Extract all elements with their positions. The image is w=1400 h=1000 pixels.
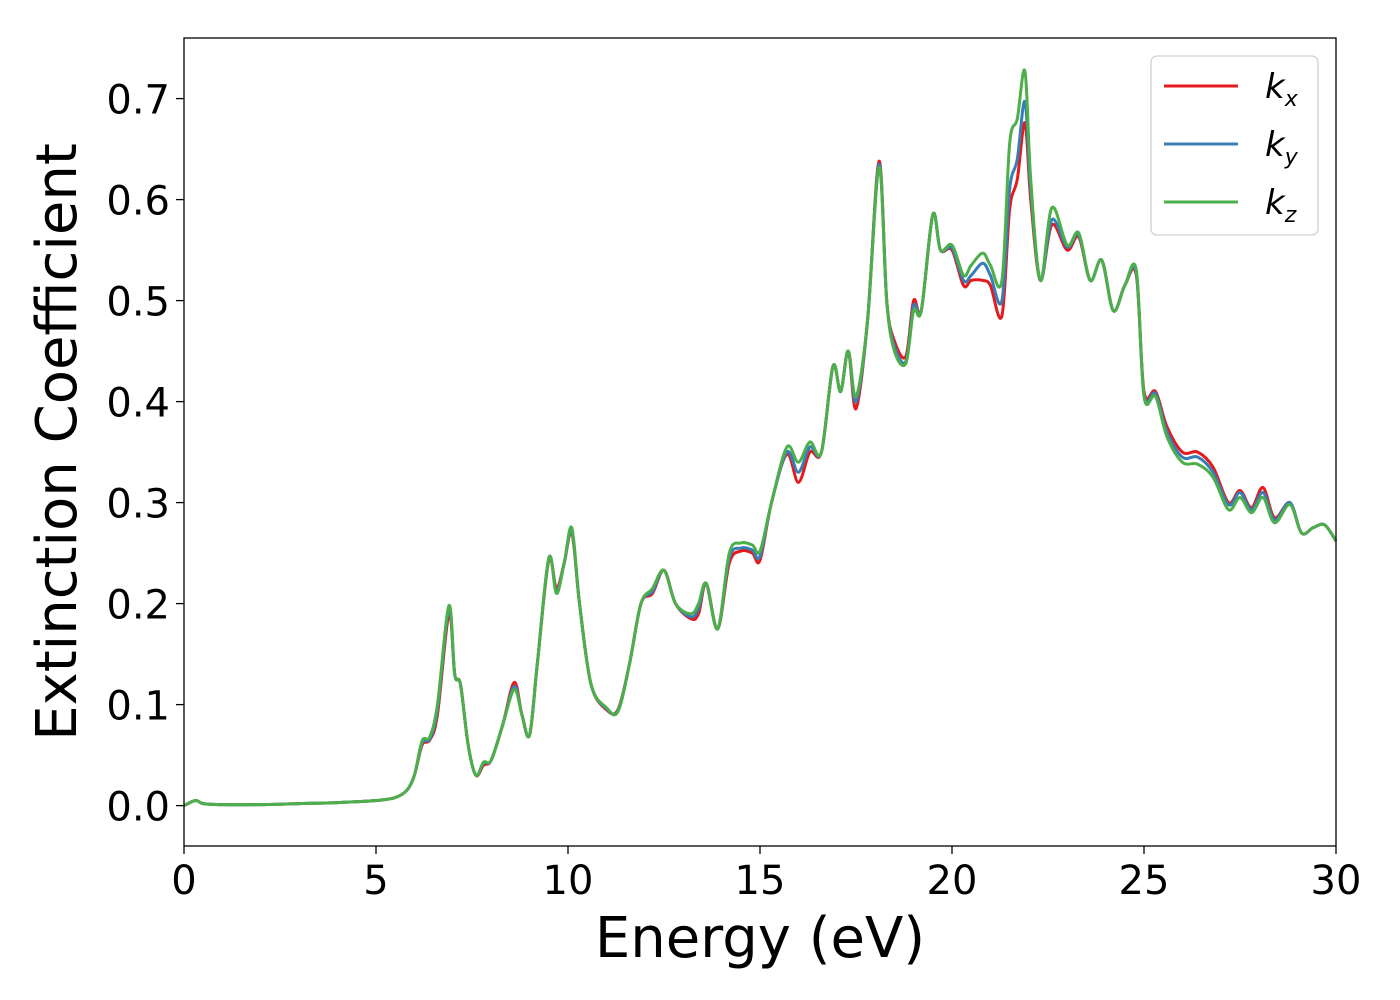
y-tick-label: 0.0 (106, 785, 170, 831)
y-tick-label: 0.2 (106, 583, 170, 629)
x-tick-label: 5 (363, 858, 388, 904)
x-axis-label: Energy (eV) (595, 906, 925, 971)
legend-base-kz: k (1265, 183, 1286, 223)
legend-label-kz: kz (1265, 183, 1297, 228)
y-axis: 0.0 0.1 0.2 0.3 0.4 0.5 0.6 0.7 (106, 78, 184, 831)
legend-label-kx: kx (1265, 67, 1299, 112)
x-tick-label: 30 (1311, 858, 1362, 904)
legend-base-ky: k (1265, 125, 1286, 165)
legend-base-kx: k (1265, 67, 1286, 107)
series-layer (183, 68, 1338, 807)
y-tick-label: 0.5 (106, 280, 170, 326)
series-line-kz (183, 68, 1338, 807)
legend-sub-kz: z (1284, 203, 1297, 228)
legend-sub-kx: x (1284, 87, 1299, 112)
y-tick-label: 0.3 (106, 482, 170, 528)
x-tick-label: 25 (1119, 858, 1170, 904)
legend-sub-ky: y (1284, 145, 1299, 170)
x-tick-label: 0 (171, 858, 196, 904)
y-axis-label: Extinction Coefficient (25, 143, 90, 741)
y-tick-label: 0.7 (106, 78, 170, 124)
x-tick-label: 20 (927, 858, 978, 904)
legend: kx ky kz (1150, 55, 1319, 236)
x-tick-label: 15 (735, 858, 786, 904)
y-tick-label: 0.6 (106, 179, 170, 225)
y-tick-label: 0.4 (106, 381, 170, 427)
x-axis: 0 5 10 15 20 25 30 (171, 846, 1361, 904)
legend-label-ky: ky (1265, 125, 1299, 170)
x-tick-label: 10 (543, 858, 594, 904)
y-tick-label: 0.1 (106, 684, 170, 730)
